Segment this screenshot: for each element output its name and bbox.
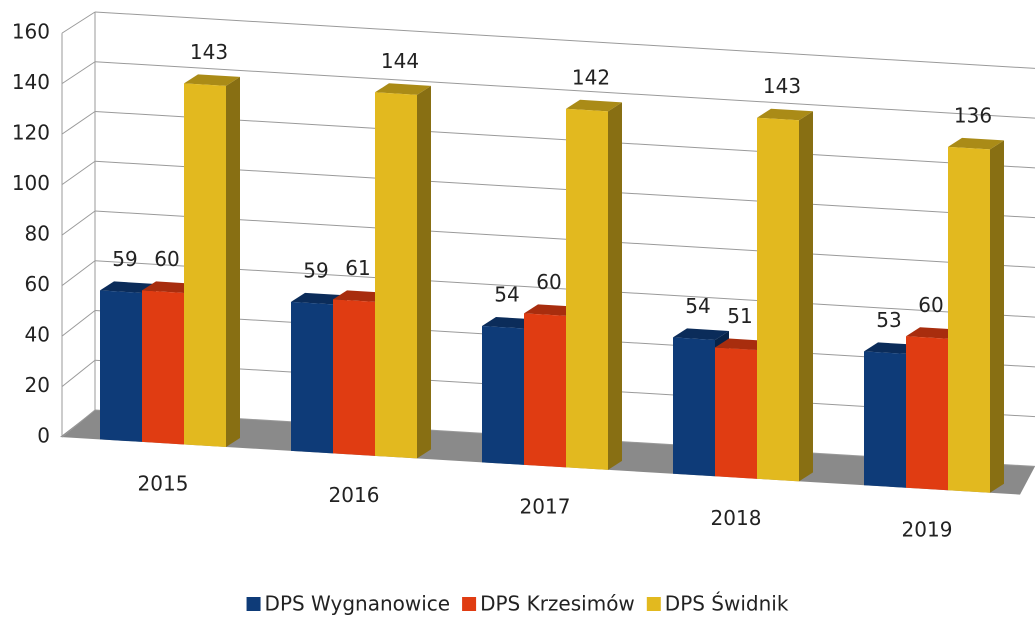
grid-line bbox=[94, 11, 1035, 69]
side-grid-line bbox=[61, 11, 96, 34]
bar-side bbox=[226, 76, 240, 447]
bar-front bbox=[566, 108, 608, 470]
grid-line bbox=[94, 260, 1035, 318]
bar-top bbox=[948, 137, 1004, 150]
bar-front bbox=[906, 336, 948, 491]
grid-line bbox=[94, 111, 1035, 169]
x-tick-label: 2019 bbox=[902, 518, 953, 542]
value-label: 143 bbox=[763, 74, 801, 98]
grid-line bbox=[94, 160, 1035, 219]
legend-label: DPS Świdnik bbox=[665, 592, 789, 616]
bar-front bbox=[291, 301, 333, 454]
bar-front bbox=[482, 325, 524, 465]
side-grid-line bbox=[61, 310, 96, 337]
bar-side bbox=[990, 140, 1004, 493]
bar-front bbox=[142, 290, 184, 445]
side-grid-line bbox=[61, 210, 96, 236]
value-label: 54 bbox=[494, 282, 519, 306]
y-tick-label: 60 bbox=[25, 272, 50, 296]
x-tick-label: 2015 bbox=[138, 472, 189, 496]
bar bbox=[375, 83, 431, 459]
value-label: 60 bbox=[918, 293, 943, 317]
bar-front bbox=[948, 146, 990, 493]
legend-swatch bbox=[246, 597, 261, 611]
legend: DPS Wygnanowice DPS Krzesimów DPS Świdnik bbox=[246, 592, 789, 616]
side-grid-line bbox=[61, 61, 96, 85]
x-tick-label: 2018 bbox=[711, 506, 762, 530]
bar-side bbox=[799, 111, 813, 482]
bar-top bbox=[375, 83, 431, 95]
bar bbox=[948, 137, 1004, 493]
side-grid-line bbox=[61, 359, 96, 388]
bar-front bbox=[757, 117, 799, 482]
bar-front bbox=[715, 347, 757, 479]
bar-front bbox=[333, 299, 375, 456]
grid-line bbox=[94, 210, 1035, 268]
y-tick-label: 100 bbox=[12, 171, 50, 195]
side-grid-line bbox=[61, 260, 96, 287]
grid-line bbox=[94, 61, 1035, 119]
y-tick-label: 0 bbox=[37, 424, 50, 448]
bar-top bbox=[100, 281, 156, 293]
bar-top bbox=[184, 74, 240, 86]
value-label: 54 bbox=[685, 294, 710, 318]
bar-top bbox=[566, 99, 622, 112]
side-grid-line bbox=[61, 111, 96, 135]
y-tick-label: 40 bbox=[25, 323, 50, 347]
value-label: 59 bbox=[112, 247, 137, 271]
legend-label: DPS Wygnanowice bbox=[265, 592, 451, 616]
bar-front bbox=[864, 351, 906, 488]
bar-top bbox=[673, 328, 729, 340]
legend-swatch bbox=[462, 597, 477, 611]
bar bbox=[566, 99, 622, 470]
legend-label: DPS Krzesimów bbox=[480, 592, 635, 616]
bar bbox=[757, 108, 813, 482]
y-tick-label: 120 bbox=[12, 121, 50, 145]
value-label: 136 bbox=[954, 103, 992, 127]
x-tick-label: 2016 bbox=[329, 483, 380, 507]
bar-side bbox=[608, 102, 622, 470]
bar-front bbox=[184, 83, 226, 447]
value-label: 142 bbox=[572, 65, 610, 89]
value-label: 60 bbox=[536, 270, 561, 294]
value-label: 61 bbox=[345, 256, 370, 280]
bar-front bbox=[524, 313, 566, 468]
bar-front bbox=[100, 290, 142, 442]
legend-swatch bbox=[646, 597, 661, 611]
value-label: 59 bbox=[303, 258, 328, 282]
y-tick-label: 80 bbox=[25, 222, 50, 246]
value-label: 51 bbox=[727, 304, 752, 328]
bar-front bbox=[375, 92, 417, 459]
side-grid-line bbox=[61, 160, 96, 186]
value-label: 144 bbox=[381, 49, 419, 73]
bar-front bbox=[673, 337, 715, 477]
y-tick-label: 160 bbox=[12, 20, 50, 44]
y-tick-label: 20 bbox=[25, 373, 50, 397]
value-label: 60 bbox=[154, 247, 179, 271]
bar bbox=[184, 74, 240, 447]
bar-top bbox=[757, 108, 813, 121]
value-label: 143 bbox=[190, 40, 228, 64]
value-label: 53 bbox=[876, 308, 901, 332]
x-tick-label: 2017 bbox=[520, 495, 571, 519]
y-tick-label: 140 bbox=[12, 70, 50, 94]
bar-side bbox=[417, 85, 431, 459]
side-grid-line bbox=[61, 409, 96, 438]
